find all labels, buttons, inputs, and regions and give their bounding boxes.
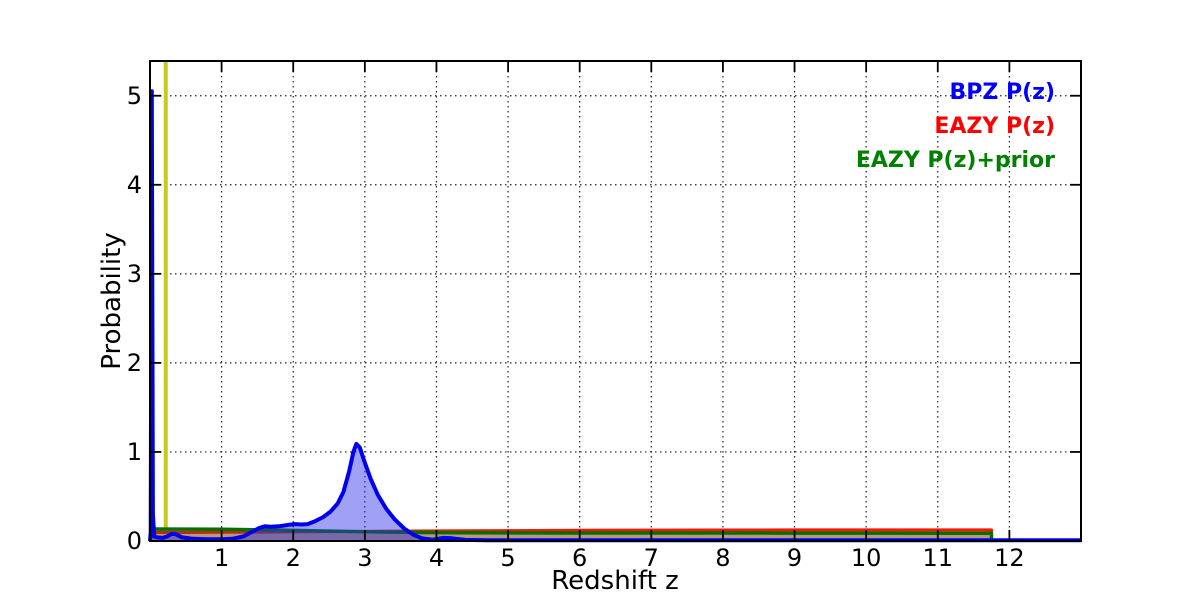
legend: BPZ P(z) EAZY P(z) EAZY P(z)+prior (856, 76, 1055, 178)
x-tick-label: 1 (213, 544, 230, 572)
legend-entry-eazy-prior: EAZY P(z)+prior (855, 148, 1055, 173)
x-tick-label: 11 (922, 544, 954, 572)
x-tick-label: 9 (786, 544, 803, 572)
y-tick-label: 5 (126, 81, 142, 110)
series-line-2 (148, 89, 1081, 543)
axes-frame (149, 60, 1082, 542)
legend-entry-eazy: EAZY P(z) (934, 114, 1055, 139)
x-axis-label: Redshift z (551, 566, 679, 596)
x-tick-label: 12 (994, 544, 1025, 572)
legend-entry-bpz: BPZ P(z) (949, 80, 1055, 105)
x-tick-label: 5 (500, 544, 516, 572)
y-tick-label: 1 (126, 437, 142, 466)
x-tick-label: 6 (572, 544, 588, 572)
x-tick-label: 4 (428, 544, 445, 572)
x-tick-label: 8 (715, 544, 731, 572)
x-tick-label: 10 (850, 544, 882, 572)
y-tick-label: 3 (126, 259, 142, 288)
x-tick-label: 7 (643, 544, 659, 572)
y-tick-label: 2 (126, 348, 142, 377)
y-tick-label: 4 (126, 170, 142, 199)
x-tick-label: 2 (285, 544, 301, 572)
series-line-1 (148, 527, 994, 542)
x-tick-label: 3 (357, 544, 373, 572)
y-axis-label: Probability (97, 232, 127, 370)
y-tick-label: 0 (126, 527, 142, 555)
